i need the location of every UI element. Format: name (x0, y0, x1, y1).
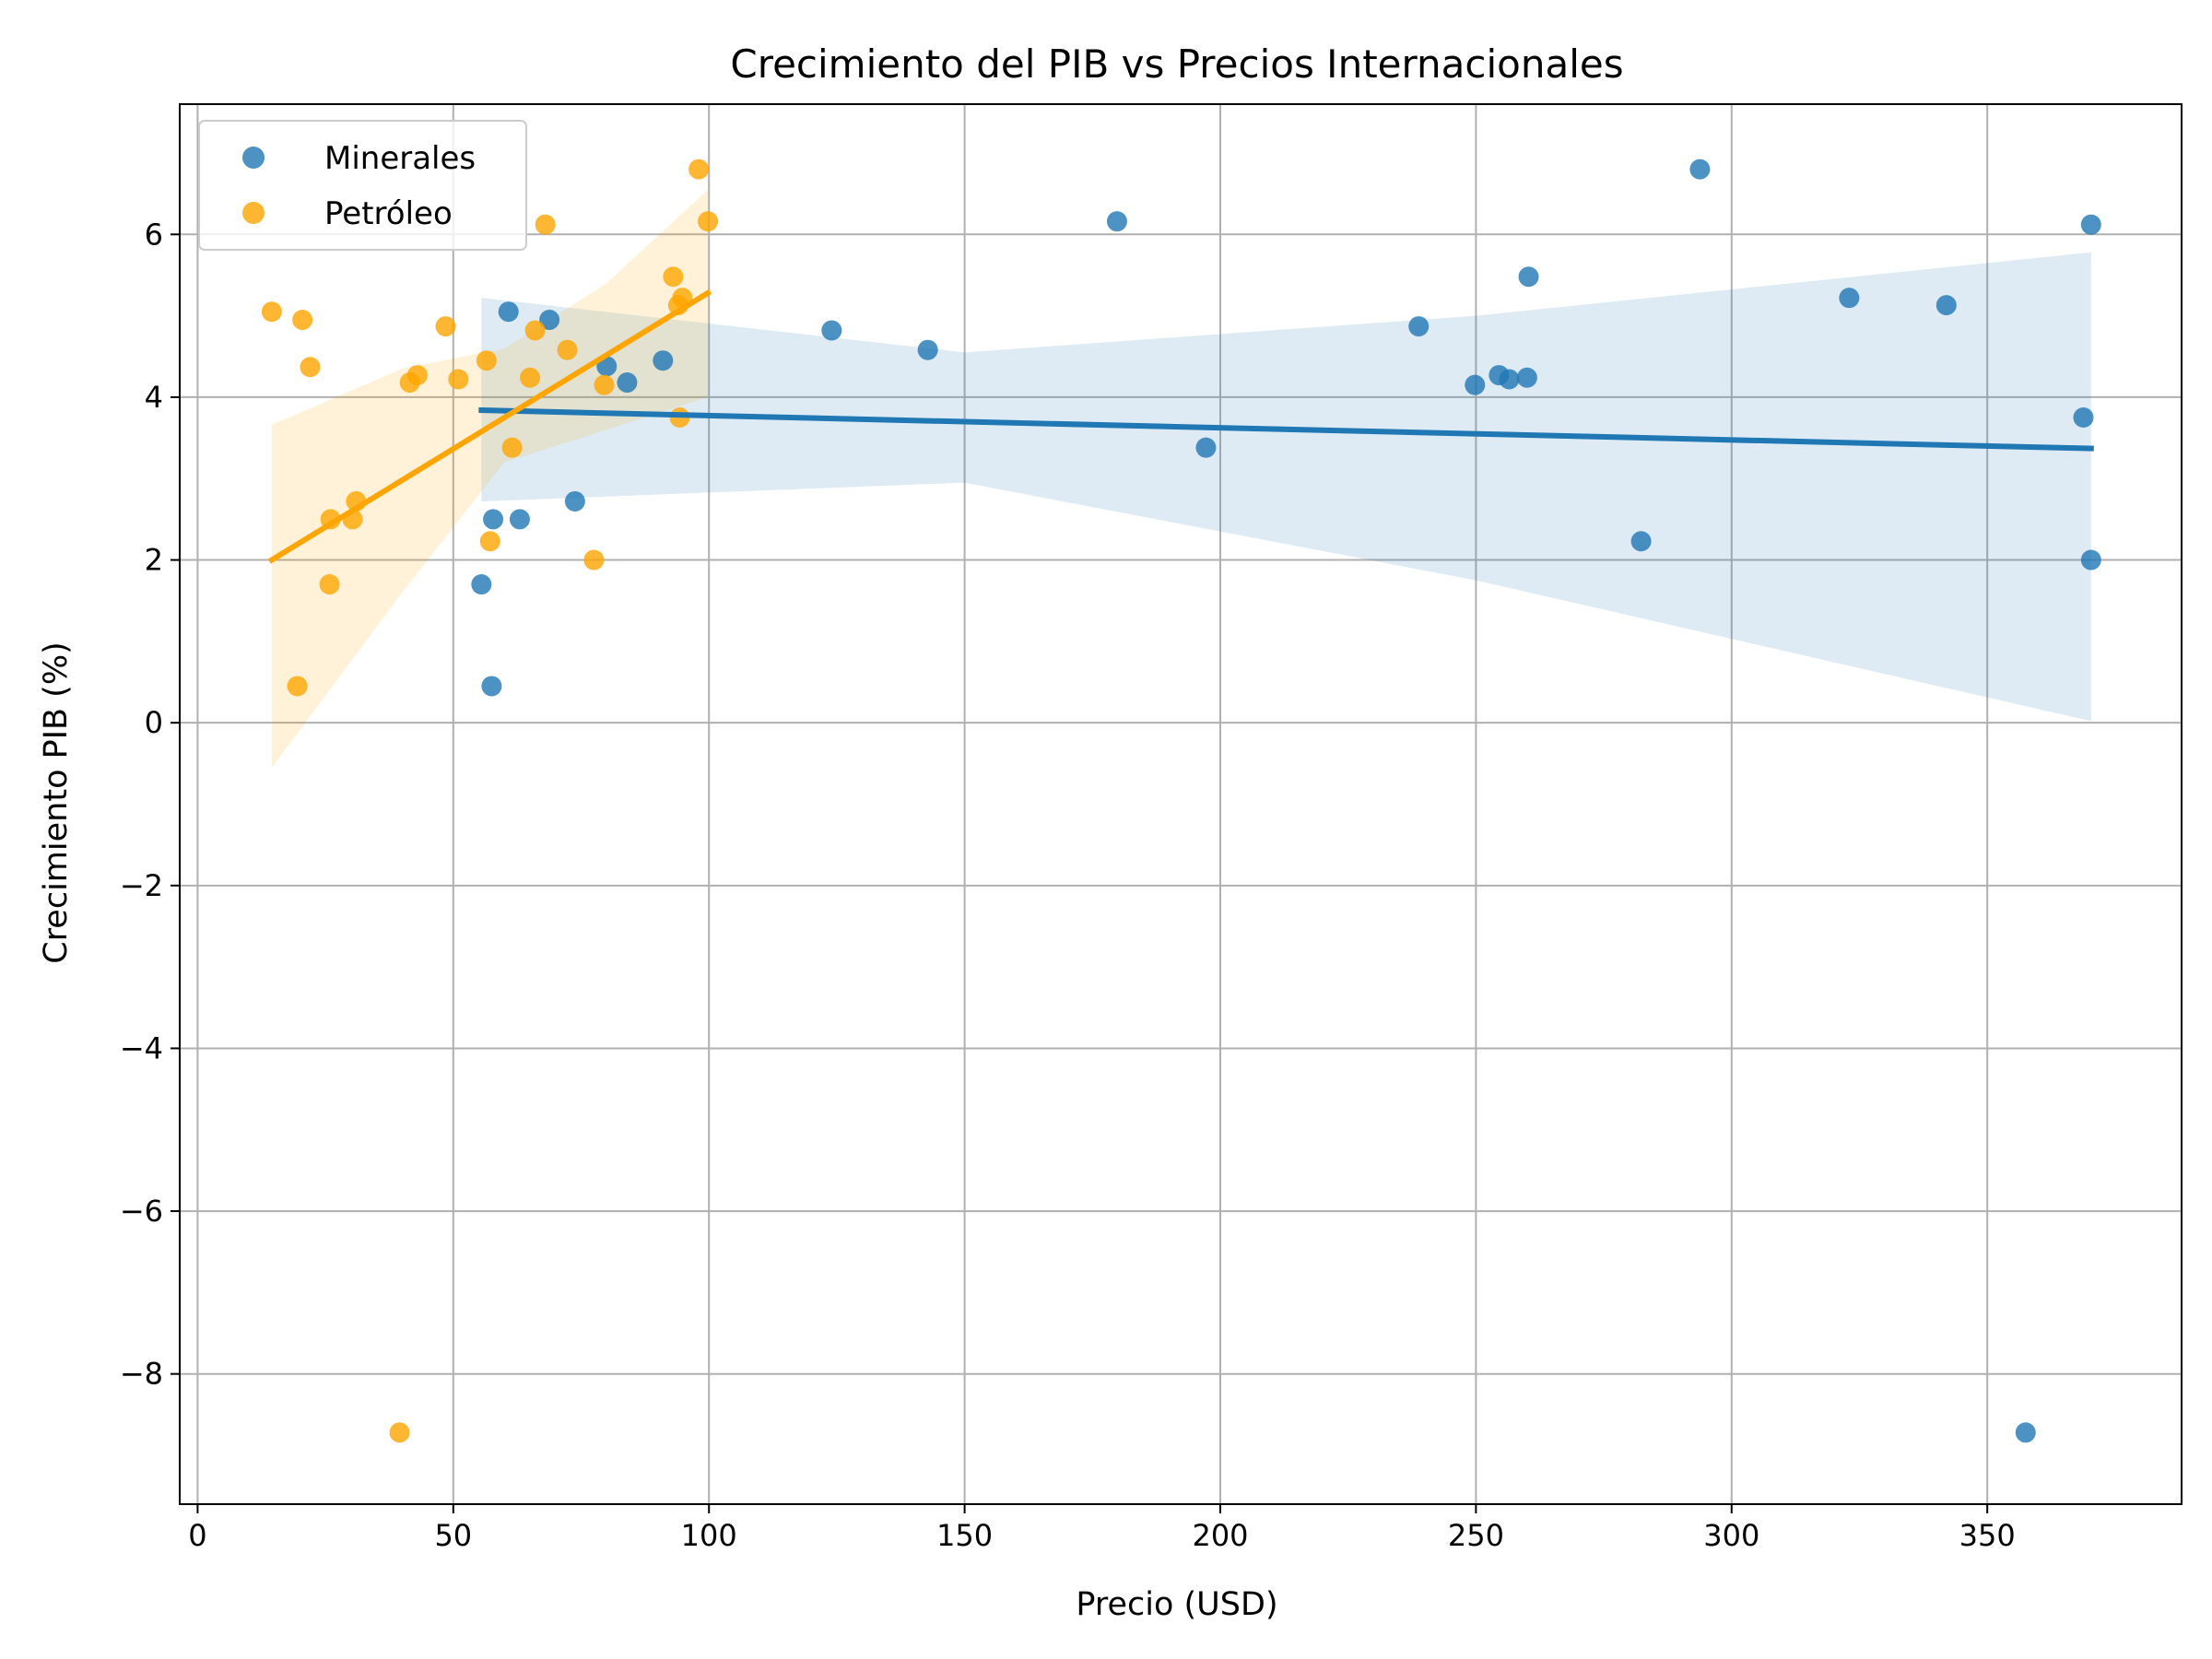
point-minerales (2080, 549, 2101, 571)
confidence-band-minerales (481, 252, 2091, 722)
point-minerales (1518, 266, 1539, 288)
point-minerales (471, 574, 492, 595)
point-minerales (1630, 531, 1652, 552)
y-axis-label: Crecimiento PIB (%) (38, 641, 75, 964)
legend-box (198, 120, 527, 251)
trend-line-petroleo (267, 288, 712, 564)
point-petroleo (688, 159, 710, 180)
legend-label-petroleo: Petróleo (324, 195, 453, 232)
x-axis-ticks: 0 50 100 150 200 250 300 350 (188, 1504, 2016, 1553)
point-minerales (564, 490, 585, 512)
x-tick-label: 350 (1959, 1518, 2016, 1553)
point-petroleo (524, 320, 546, 341)
point-minerales (498, 301, 519, 323)
plot-frame (179, 103, 2183, 1505)
point-petroleo (501, 437, 523, 458)
legend-marker-minerales (242, 147, 265, 169)
point-petroleo (448, 369, 469, 390)
x-tick-label: 150 (936, 1518, 993, 1553)
point-minerales (917, 339, 938, 360)
point-minerales (617, 372, 638, 394)
legend-marker-petroleo (242, 202, 265, 224)
x-tick-label: 250 (1448, 1518, 1504, 1553)
y-tick-label: 4 (145, 380, 163, 415)
x-tick-label: 50 (434, 1518, 472, 1553)
point-petroleo (261, 301, 282, 323)
point-petroleo (319, 574, 340, 595)
point-petroleo (557, 339, 578, 360)
point-petroleo (476, 350, 497, 371)
y-tick-label: −2 (120, 868, 163, 903)
confidence-bands (271, 189, 2091, 768)
y-tick-label: −8 (120, 1357, 163, 1392)
point-minerales (1465, 374, 1486, 395)
y-tick-label: 2 (145, 543, 163, 578)
point-petroleo (520, 367, 541, 388)
point-minerales (509, 509, 530, 530)
y-tick-label: 6 (145, 217, 163, 252)
point-minerales (2080, 214, 2101, 235)
x-tick-label: 200 (1192, 1518, 1248, 1553)
confidence-band-petroleo (271, 189, 709, 768)
point-petroleo (389, 1422, 410, 1443)
trend-lines (267, 288, 2094, 564)
point-minerales (1499, 369, 1520, 390)
point-petroleo (583, 549, 605, 571)
point-minerales (1408, 316, 1430, 337)
trend-line-minerales (478, 406, 2094, 452)
point-minerales (539, 310, 560, 331)
point-minerales (1195, 437, 1217, 458)
point-petroleo (479, 531, 500, 552)
x-tick-label: 100 (681, 1518, 737, 1553)
grid (180, 104, 2182, 1504)
point-minerales (1516, 367, 1537, 388)
point-petroleo (535, 214, 556, 235)
point-minerales (483, 509, 504, 530)
legend: Minerales Petróleo (198, 120, 527, 251)
point-minerales (653, 350, 674, 371)
point-petroleo (435, 316, 456, 337)
y-axis-ticks: −8 −6 −4 −2 0 2 4 6 (120, 217, 180, 1392)
x-tick-label: 0 (188, 1518, 206, 1553)
legend-label-minerales: Minerales (324, 140, 476, 177)
point-petroleo (300, 357, 321, 378)
point-petroleo (663, 266, 684, 288)
x-tick-label: 300 (1703, 1518, 1759, 1553)
point-petroleo (406, 365, 428, 386)
point-petroleo (698, 211, 719, 232)
point-petroleo (594, 374, 615, 395)
point-petroleo (292, 310, 313, 331)
point-minerales (821, 320, 842, 341)
point-minerales (481, 676, 502, 697)
y-tick-label: −4 (120, 1030, 163, 1065)
point-petroleo (287, 676, 308, 697)
point-minerales (1936, 295, 1957, 316)
y-tick-label: 0 (145, 705, 163, 740)
point-minerales (1839, 288, 1860, 309)
point-minerales (1106, 211, 1127, 232)
y-tick-label: −6 (120, 1194, 163, 1229)
data-points (261, 159, 2101, 1443)
x-axis-label: Precio (USD) (1076, 1586, 1277, 1623)
point-minerales (2015, 1422, 2036, 1443)
point-minerales (2073, 407, 2094, 429)
chart-title: Crecimiento del PIB vs Precios Internaci… (730, 41, 1623, 87)
point-minerales (1689, 159, 1711, 180)
